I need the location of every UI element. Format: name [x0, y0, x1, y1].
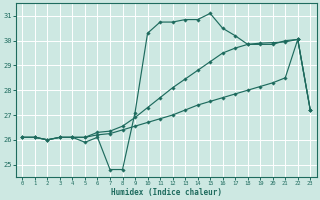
X-axis label: Humidex (Indice chaleur): Humidex (Indice chaleur) — [111, 188, 222, 197]
